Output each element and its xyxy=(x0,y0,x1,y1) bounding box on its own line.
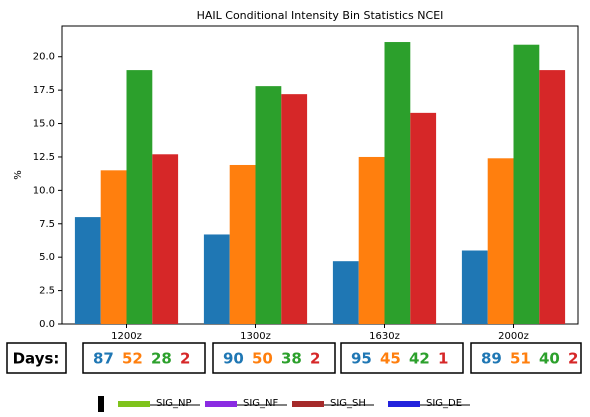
legend-label: SIG_NF xyxy=(243,398,279,409)
legend-label: SIG_NP xyxy=(156,398,192,409)
bar xyxy=(152,154,179,324)
bar xyxy=(461,250,488,324)
days-count: 42 xyxy=(409,350,430,368)
bar xyxy=(332,261,359,324)
days-count: 28 xyxy=(151,350,172,368)
days-count: 40 xyxy=(539,350,560,368)
bar xyxy=(255,86,282,325)
y-tick-label: 0.0 xyxy=(39,319,55,330)
days-count: 51 xyxy=(510,350,531,368)
y-axis-label: % xyxy=(13,170,24,180)
bar xyxy=(229,164,256,324)
days-label-box xyxy=(6,342,67,374)
legend-label: SIG_DE xyxy=(426,398,462,409)
legend-swatch xyxy=(388,401,420,407)
bar xyxy=(384,42,411,324)
legend-swatch xyxy=(205,401,237,407)
days-count: 87 xyxy=(93,350,114,368)
days-count: 2 xyxy=(568,350,578,368)
bar xyxy=(281,94,308,324)
plot-frame xyxy=(61,25,579,325)
days-count: 2 xyxy=(180,350,190,368)
y-tick-label: 17.5 xyxy=(33,85,55,96)
days-count: 2 xyxy=(310,350,320,368)
bar xyxy=(100,170,127,324)
days-box xyxy=(340,342,464,374)
days-box xyxy=(82,342,206,374)
bar xyxy=(358,156,385,324)
days-count: 45 xyxy=(380,350,401,368)
bar xyxy=(539,70,566,324)
bar xyxy=(126,70,153,324)
bar xyxy=(487,158,514,324)
days-count: 95 xyxy=(351,350,372,368)
bar xyxy=(410,112,437,324)
bar xyxy=(513,44,540,324)
y-tick-label: 7.5 xyxy=(39,219,55,230)
x-tick-label: 1630z xyxy=(369,331,400,342)
days-count: 52 xyxy=(122,350,143,368)
y-tick-label: 10.0 xyxy=(33,185,55,196)
x-tick-label: 1300z xyxy=(240,331,271,342)
days-count: 38 xyxy=(281,350,302,368)
days-count: 90 xyxy=(223,350,244,368)
legend-swatch xyxy=(292,401,324,407)
days-label: Days: xyxy=(13,350,60,368)
y-tick-label: 20.0 xyxy=(33,52,55,63)
y-tick-label: 12.5 xyxy=(33,152,55,163)
bar xyxy=(203,234,230,324)
days-count: 89 xyxy=(481,350,502,368)
legend-swatch xyxy=(118,401,150,407)
days-count: 1 xyxy=(438,350,448,368)
y-tick-label: 2.5 xyxy=(39,286,55,297)
days-count: 50 xyxy=(252,350,273,368)
chart-title: HAIL Conditional Intensity Bin Statistic… xyxy=(197,9,444,22)
x-tick-label: 2000z xyxy=(498,331,529,342)
legend-marker xyxy=(98,396,104,412)
days-box xyxy=(212,342,336,374)
days-box xyxy=(470,342,582,374)
y-tick-label: 5.0 xyxy=(39,252,55,263)
y-tick-label: 15.0 xyxy=(33,119,55,130)
legend-label: SIG_SH xyxy=(330,398,366,409)
bar xyxy=(74,217,101,324)
x-tick-label: 1200z xyxy=(111,331,142,342)
